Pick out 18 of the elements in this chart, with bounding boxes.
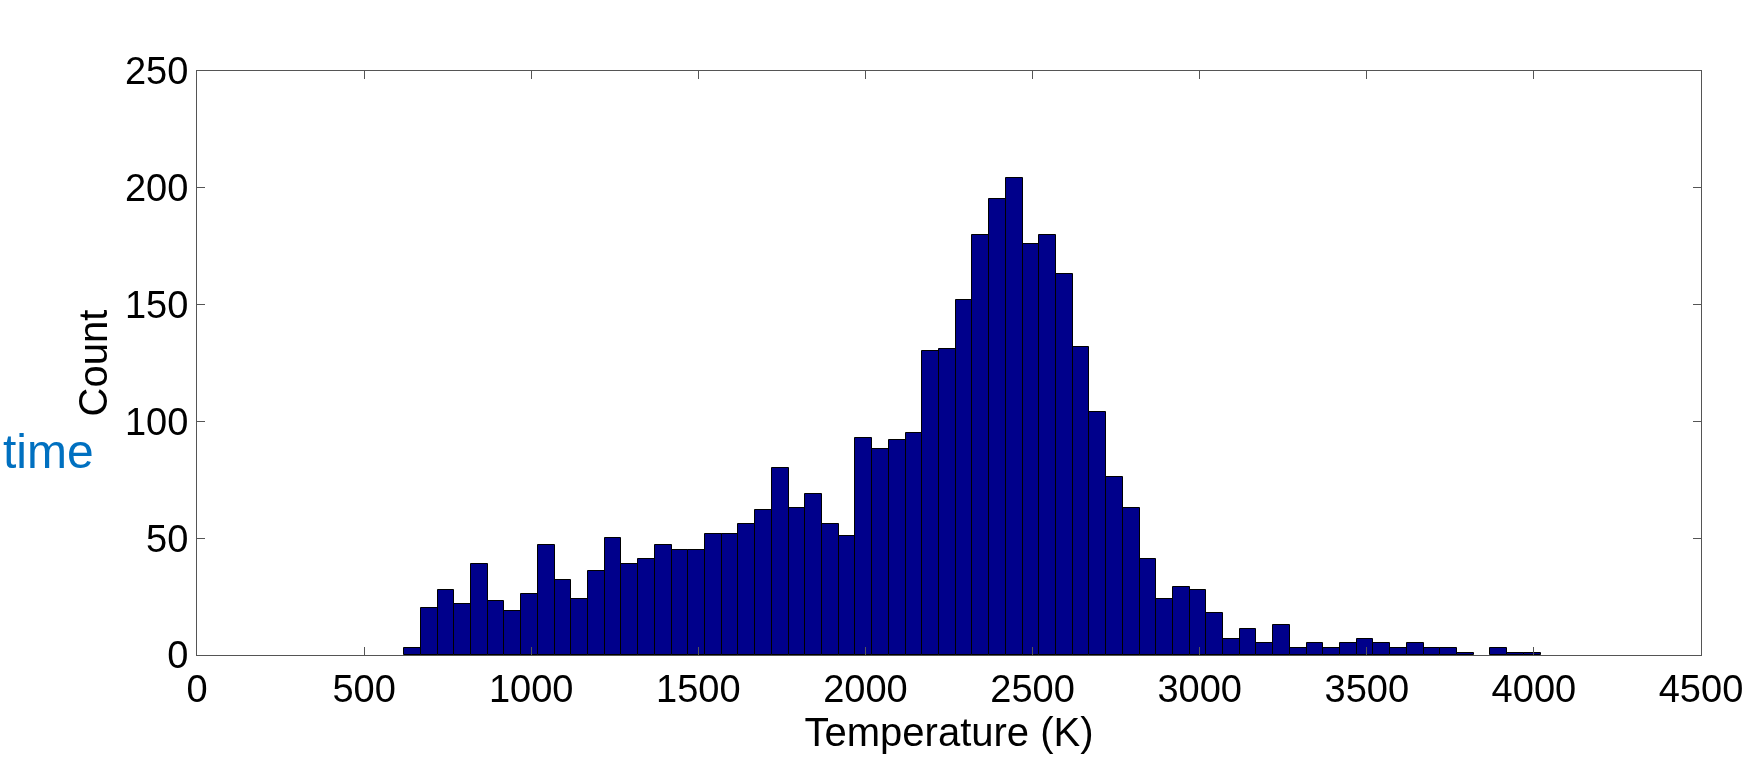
- x-tick-label: 1000: [488, 667, 574, 710]
- y-tick-label: 0: [167, 634, 189, 677]
- y-tick-label: 50: [146, 517, 189, 560]
- y-tick-label: 250: [124, 50, 189, 93]
- x-tick-label: 3000: [1157, 667, 1242, 710]
- x-tick-label: 3500: [1324, 667, 1410, 710]
- x-tick-label: 4000: [1491, 667, 1577, 710]
- x-tick-label: 4500: [1658, 667, 1744, 710]
- y-tick-label: 100: [124, 400, 189, 443]
- text: time: [3, 425, 94, 478]
- x-tick-label: 2500: [990, 667, 1075, 710]
- y-tick-label: 200: [124, 167, 189, 210]
- y-tick-label: 150: [124, 283, 189, 326]
- y-axis-title: Count: [71, 309, 116, 417]
- x-tick-label: 2000: [823, 667, 908, 710]
- x-axis-title: Temperature (K): [804, 709, 1094, 754]
- x-tick-label: 500: [332, 667, 396, 710]
- x-tick-label: 1500: [656, 667, 741, 710]
